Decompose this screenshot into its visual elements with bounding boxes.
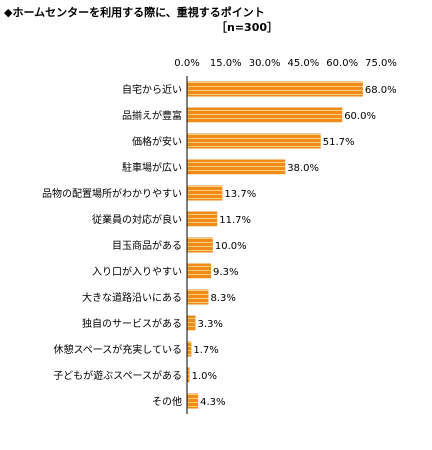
value-label: 10.0% xyxy=(215,241,247,252)
sample-size-label: ［n=300］ xyxy=(216,21,279,34)
category-label: 自宅から近い xyxy=(122,83,182,96)
category-label: 品物の配置場所がわかりやすい xyxy=(42,187,182,200)
x-tick-label: 75.0% xyxy=(365,58,397,69)
category-label: 目玉商品がある xyxy=(112,239,182,252)
bar xyxy=(187,367,190,383)
bar xyxy=(187,133,321,149)
bar xyxy=(187,81,363,97)
x-tick-label: 30.0% xyxy=(249,58,281,69)
bar xyxy=(187,159,286,175)
category-label: 駐車場が広い xyxy=(122,161,182,174)
value-label: 11.7% xyxy=(219,215,251,226)
bar xyxy=(187,211,218,227)
category-label: 独自のサービスがある xyxy=(82,317,182,330)
category-label: 従業員の対応が良い xyxy=(92,213,182,226)
bar xyxy=(187,393,199,409)
value-label: 51.7% xyxy=(323,137,355,148)
category-label: 価格が安い xyxy=(132,135,182,148)
x-tick-label: 60.0% xyxy=(326,58,358,69)
x-tick-label: 0.0% xyxy=(174,58,199,69)
category-label: 休憩スペースが充実している xyxy=(54,343,183,356)
chart-title: ◆ホームセンターを利用する際に、重視するポイント xyxy=(4,6,265,19)
value-label: 4.3% xyxy=(200,397,225,408)
category-label: 品揃えが豊富 xyxy=(122,109,182,122)
bar xyxy=(187,263,212,279)
category-label: その他 xyxy=(152,395,182,408)
category-label: 子どもが遊ぶスペースがある xyxy=(53,369,182,382)
value-label: 68.0% xyxy=(365,85,397,96)
value-label: 60.0% xyxy=(344,111,376,122)
value-label: 9.3% xyxy=(213,267,238,278)
x-tick-label: 15.0% xyxy=(210,58,242,69)
value-label: 38.0% xyxy=(287,163,319,174)
value-label: 8.3% xyxy=(210,293,235,304)
value-label: 1.0% xyxy=(192,371,217,382)
category-label: 入り口が入りやすい xyxy=(92,265,182,278)
value-label: 3.3% xyxy=(198,319,223,330)
bar xyxy=(187,107,343,123)
category-label: 大きな道路沿いにある xyxy=(82,291,182,304)
bar xyxy=(187,185,223,201)
x-tick-label: 45.0% xyxy=(288,58,320,69)
bar xyxy=(187,315,196,331)
value-label: 1.7% xyxy=(193,345,218,356)
bar xyxy=(187,341,192,357)
bar xyxy=(187,289,209,305)
bar xyxy=(187,237,213,253)
value-label: 13.7% xyxy=(224,189,256,200)
